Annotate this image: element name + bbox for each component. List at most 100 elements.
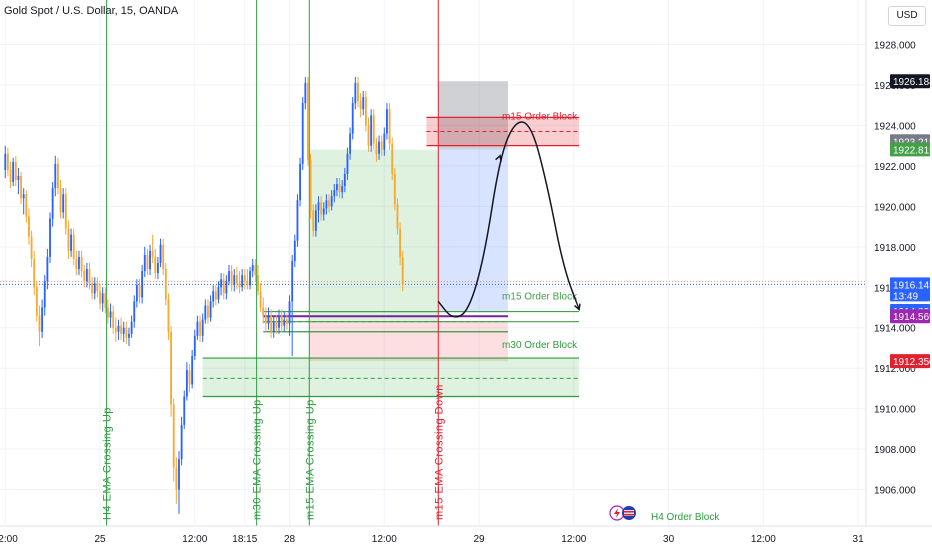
candle: [59, 180, 62, 219]
candle: [125, 321, 128, 344]
candle: [185, 362, 188, 401]
candle-body: [188, 370, 191, 385]
candle: [278, 309, 280, 334]
candle-body: [383, 133, 386, 150]
candle: [170, 325, 173, 417]
candle-body: [401, 256, 404, 285]
candle: [30, 230, 33, 268]
candle-body: [172, 404, 175, 468]
candle: [251, 258, 254, 278]
price-tick-label: 1922.000: [874, 162, 916, 173]
candle-body: [230, 271, 233, 286]
candle: [180, 416, 183, 466]
candle-body: [212, 291, 215, 302]
candle: [183, 390, 186, 429]
candle: [212, 285, 215, 308]
candle-body: [78, 256, 80, 270]
candle-body: [64, 194, 67, 229]
candle-body: [304, 82, 307, 104]
candle: [209, 295, 212, 322]
time-tick-label: 28: [284, 534, 296, 545]
candle-body: [56, 163, 59, 189]
target-area: [438, 149, 509, 311]
candle-body: [96, 283, 99, 292]
candle-body: [333, 190, 336, 197]
candle-body: [325, 200, 328, 209]
candle: [330, 190, 333, 211]
candle: [154, 248, 157, 280]
time-tick-label: 12:00: [372, 534, 397, 545]
candle-body: [264, 315, 267, 324]
time-tick-label: 12:00: [751, 534, 776, 545]
candle-body: [341, 186, 344, 193]
candle-body: [222, 279, 225, 294]
candle-body: [109, 311, 112, 318]
candle-body: [183, 396, 186, 425]
candle: [312, 204, 315, 237]
candle: [193, 329, 196, 361]
order-block-label: m30 Order Block: [502, 340, 578, 351]
candle: [267, 307, 270, 330]
candle-body: [357, 82, 359, 102]
h4-order-block-label: H4 Order Block: [651, 512, 720, 523]
candle-body: [25, 194, 28, 217]
candle-body: [130, 321, 133, 334]
currency-button[interactable]: USD: [888, 6, 926, 26]
candle: [280, 309, 283, 332]
candle-body: [204, 305, 207, 320]
candle: [241, 269, 244, 292]
candle: [235, 267, 238, 290]
price-tick-label: 1928.000: [874, 41, 916, 52]
candle: [17, 167, 20, 195]
candle-body: [346, 153, 349, 174]
candle-body: [317, 202, 320, 211]
event-lightning-glyph: [614, 508, 620, 518]
candle-body: [28, 216, 30, 237]
candle-body: [4, 153, 7, 170]
candle: [238, 271, 241, 294]
candle: [83, 265, 86, 288]
candle-body: [396, 204, 399, 229]
candle-body: [299, 163, 301, 201]
candle-body: [17, 176, 20, 181]
price-tag: [890, 309, 930, 324]
candle: [204, 299, 207, 324]
candle: [257, 265, 259, 296]
candle-body: [128, 333, 130, 338]
candle-body: [54, 163, 57, 189]
candle: [51, 182, 54, 227]
candle-body: [167, 299, 170, 332]
candle-body: [72, 234, 75, 259]
candle-body: [386, 109, 388, 134]
candle-body: [257, 275, 259, 292]
candle-body: [243, 275, 246, 282]
candle-body: [278, 315, 280, 328]
candle: [109, 303, 112, 328]
us-flag-stripes: [624, 510, 634, 516]
candle-body: [49, 218, 51, 257]
candle-body: [391, 143, 394, 174]
candle-body: [141, 271, 144, 298]
candle-body: [41, 307, 44, 332]
candle: [291, 254, 294, 357]
time-tick-label: 29: [474, 534, 486, 545]
candle: [296, 194, 299, 247]
candle: [254, 258, 257, 282]
profit-area: [309, 149, 439, 322]
candle: [309, 153, 312, 219]
candle-body: [104, 293, 107, 308]
candle: [349, 127, 352, 160]
candle-body: [9, 169, 12, 183]
candle-body: [175, 467, 178, 490]
price-tag-label: 1922.815: [893, 145, 932, 156]
candle: [122, 321, 125, 342]
candle-body: [388, 109, 391, 144]
order-block-label: m15 Order Block: [502, 111, 578, 122]
candle-body: [254, 265, 257, 276]
us-flag-stripe-red: [624, 514, 634, 516]
price-tag-label: 1912.350: [893, 357, 932, 368]
candle-body: [293, 240, 296, 261]
candle: [228, 265, 230, 286]
